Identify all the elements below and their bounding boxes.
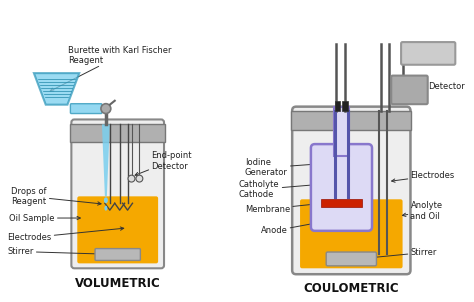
Bar <box>291 111 411 130</box>
Text: Iodine
Generator: Iodine Generator <box>245 158 330 178</box>
Text: Drops of
Reagent: Drops of Reagent <box>11 187 101 206</box>
Bar <box>334 107 349 156</box>
Polygon shape <box>102 124 110 196</box>
Text: End-point
Detector: End-point Detector <box>135 151 191 175</box>
Text: Catholyte
Cathode: Catholyte Cathode <box>239 180 337 199</box>
Bar <box>321 199 362 207</box>
FancyBboxPatch shape <box>391 76 428 104</box>
Text: Anolyte
and Oil: Anolyte and Oil <box>402 201 443 221</box>
FancyBboxPatch shape <box>401 42 456 65</box>
FancyBboxPatch shape <box>311 144 372 231</box>
FancyBboxPatch shape <box>326 252 376 266</box>
Ellipse shape <box>104 206 107 210</box>
Bar <box>342 101 348 111</box>
Text: Stirrer: Stirrer <box>7 247 114 256</box>
Circle shape <box>101 104 111 114</box>
Circle shape <box>128 175 135 182</box>
Text: CONTROL: CONTROL <box>402 48 455 58</box>
FancyBboxPatch shape <box>72 120 164 268</box>
Text: Electrodes: Electrodes <box>7 227 124 242</box>
Text: Anode: Anode <box>261 219 334 235</box>
Circle shape <box>136 175 143 182</box>
Text: Stirrer: Stirrer <box>367 248 437 259</box>
Text: COULOMETRIC: COULOMETRIC <box>303 282 399 295</box>
FancyBboxPatch shape <box>292 107 410 274</box>
FancyBboxPatch shape <box>300 199 402 268</box>
Bar <box>335 101 340 111</box>
Text: Electrodes: Electrodes <box>392 171 455 182</box>
FancyBboxPatch shape <box>95 249 140 260</box>
Text: Detector: Detector <box>397 82 465 92</box>
Bar <box>70 124 165 142</box>
Text: Membrane: Membrane <box>245 202 319 214</box>
Text: VOLUMETRIC: VOLUMETRIC <box>75 277 161 290</box>
Polygon shape <box>34 73 79 105</box>
Ellipse shape <box>104 197 108 203</box>
FancyBboxPatch shape <box>77 196 158 263</box>
FancyBboxPatch shape <box>70 104 102 114</box>
Text: Burette with Karl Fischer
Reagent: Burette with Karl Fischer Reagent <box>50 46 172 91</box>
Text: Oil Sample: Oil Sample <box>9 214 80 223</box>
